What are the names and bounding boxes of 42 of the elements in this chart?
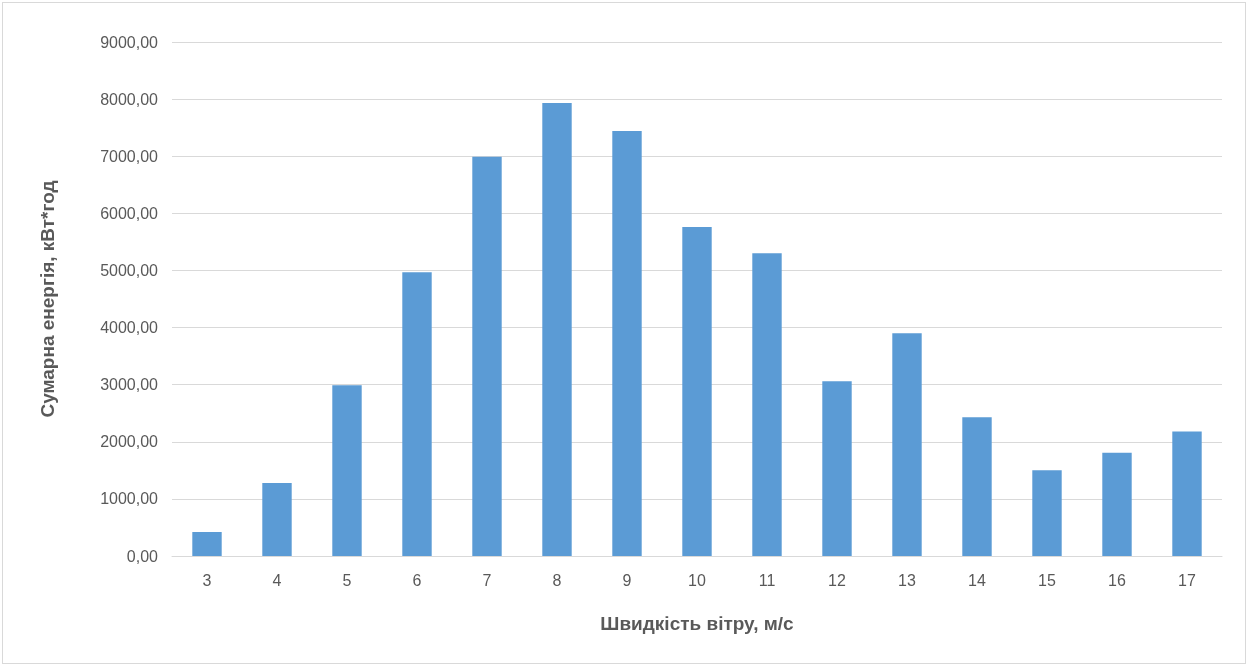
x-tick-label: 11 xyxy=(758,571,776,589)
y-tick-label: 3000,00 xyxy=(100,376,159,394)
y-tick-label: 8000,00 xyxy=(100,90,159,108)
x-tick-label: 4 xyxy=(272,571,282,589)
x-tick-label: 16 xyxy=(1108,571,1126,589)
x-tick-label: 17 xyxy=(1178,571,1196,589)
x-tick-label: 10 xyxy=(688,571,706,589)
bar xyxy=(542,103,572,556)
y-tick-label: 1000,00 xyxy=(100,490,159,508)
bar xyxy=(822,381,852,556)
y-tick-label: 6000,00 xyxy=(100,204,159,222)
bar xyxy=(332,385,362,556)
bar xyxy=(262,482,292,556)
x-tick-label: 6 xyxy=(412,571,422,589)
x-tick-label: 7 xyxy=(482,571,492,589)
bar xyxy=(472,156,502,556)
y-axis-title: Сумарна енергія, кВт*год xyxy=(37,180,58,418)
x-tick-label: 9 xyxy=(622,571,632,589)
y-tick-label: 0,00 xyxy=(126,547,159,565)
x-tick-label: 5 xyxy=(342,571,352,589)
x-tick-label: 12 xyxy=(828,571,846,589)
bar xyxy=(752,253,782,556)
bar xyxy=(1172,431,1202,556)
bar xyxy=(1032,470,1062,556)
y-tick-label: 2000,00 xyxy=(100,433,159,451)
x-tick-label: 14 xyxy=(968,571,986,589)
x-tick-label: 13 xyxy=(898,571,916,589)
bar xyxy=(962,417,992,556)
x-tick-label: 15 xyxy=(1038,571,1056,589)
bar xyxy=(192,532,222,556)
x-tick-label: 3 xyxy=(202,571,212,589)
x-tick-label: 8 xyxy=(552,571,562,589)
bar xyxy=(402,272,432,556)
y-tick-label: 9000,00 xyxy=(100,33,159,51)
y-tick-label: 5000,00 xyxy=(100,261,159,279)
bar xyxy=(892,333,922,556)
bar xyxy=(682,227,712,556)
y-tick-label: 7000,00 xyxy=(100,147,159,165)
x-axis-title: Швидкість вітру, м/с xyxy=(600,613,795,634)
bar xyxy=(612,131,642,556)
y-tick-label: 4000,00 xyxy=(100,319,159,337)
bar xyxy=(1102,452,1132,556)
